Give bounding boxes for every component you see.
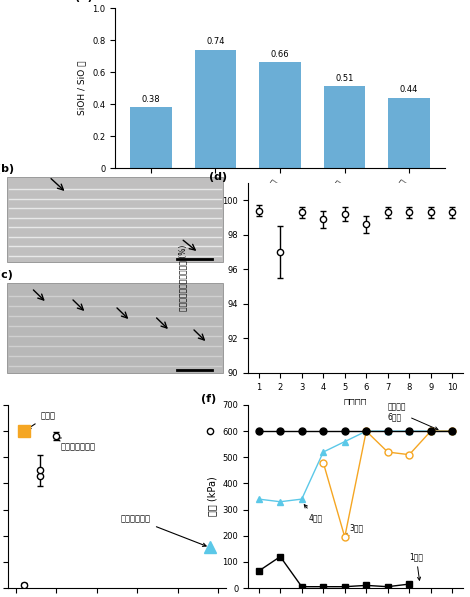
Text: 中性洗剤で洗浄: 中性洗剤で洗浄 (58, 438, 95, 451)
Text: (d): (d) (209, 171, 227, 181)
Bar (259, 63, 301, 168)
Text: (f): (f) (201, 394, 216, 404)
Text: 3時間: 3時間 (345, 524, 363, 537)
Y-axis label: ガラスの接着面積の割合 (%): ガラスの接着面積の割合 (%) (179, 245, 188, 311)
Bar (195, 50, 236, 168)
Bar (130, 107, 172, 168)
Text: (b): (b) (0, 164, 14, 174)
Text: 1時間: 1時間 (409, 552, 423, 580)
Text: 0.38: 0.38 (141, 95, 160, 104)
Text: 0.74: 0.74 (206, 38, 225, 47)
Text: (c): (c) (0, 270, 13, 280)
FancyBboxPatch shape (7, 177, 223, 262)
Text: (a): (a) (75, 0, 93, 2)
Bar (323, 87, 366, 168)
Y-axis label: SiOH / SiO 比: SiOH / SiO 比 (78, 61, 86, 115)
Text: 0.44: 0.44 (400, 85, 418, 94)
X-axis label: 着脱回数: 着脱回数 (344, 397, 367, 407)
Text: 従来法: 従来法 (28, 411, 55, 429)
Y-axis label: 耐圧 (kPa): 耐圧 (kPa) (207, 476, 217, 516)
Text: 0.51: 0.51 (335, 74, 354, 83)
Text: 固定時間
6時間: 固定時間 6時間 (388, 402, 438, 430)
FancyBboxPatch shape (7, 283, 223, 373)
Text: 4時間: 4時間 (304, 504, 322, 522)
Text: 0.66: 0.66 (271, 50, 290, 59)
Bar (388, 97, 430, 168)
Text: 水のみで洗浄: 水のみで洗浄 (121, 515, 206, 546)
